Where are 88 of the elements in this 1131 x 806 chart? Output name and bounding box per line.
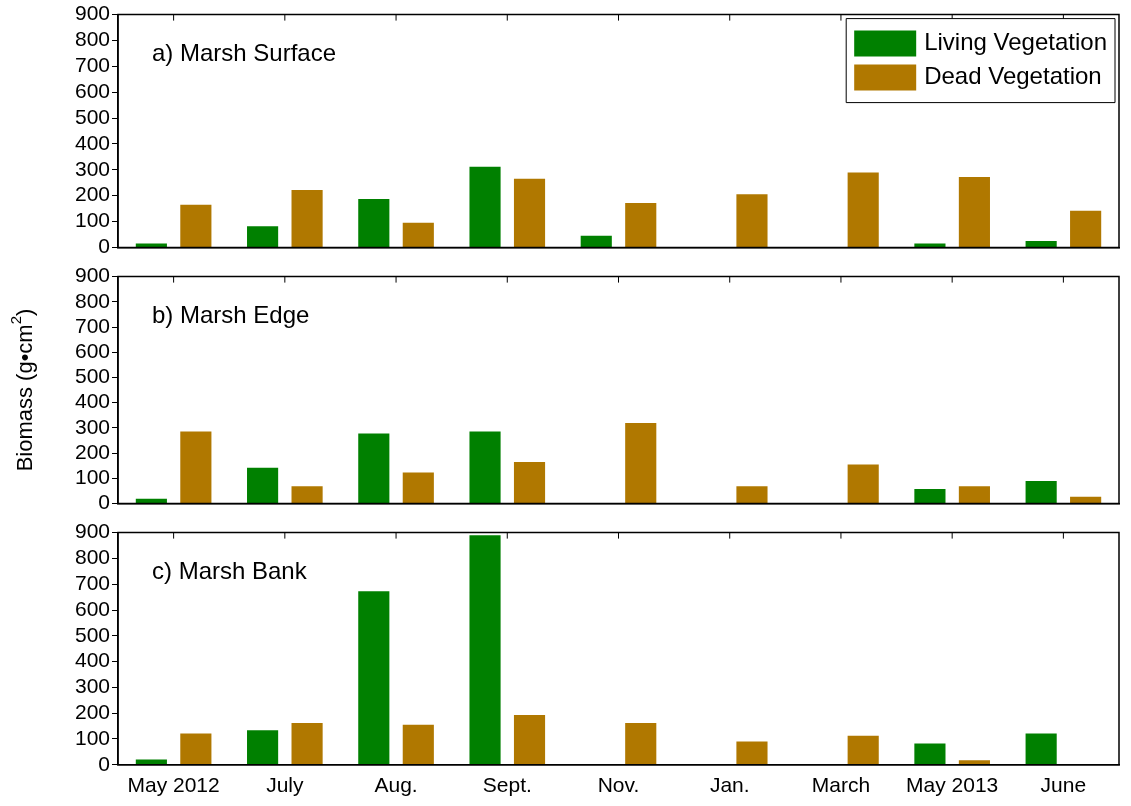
bar — [580, 235, 612, 247]
x-tick-label: Jan. — [709, 773, 750, 797]
bar — [402, 222, 434, 247]
bar — [358, 591, 390, 765]
bar — [736, 194, 768, 247]
bar — [247, 467, 279, 503]
y-tick-label: 600 — [74, 79, 110, 102]
bar — [358, 199, 390, 247]
y-tick-label: 300 — [74, 414, 110, 438]
y-tick-label: 500 — [74, 104, 110, 128]
text: a) Marsh Surface — [152, 39, 337, 67]
bar — [958, 760, 990, 765]
bar — [513, 462, 546, 503]
bar — [736, 486, 768, 503]
bar — [247, 730, 279, 765]
x-tick-label: June — [1040, 773, 1087, 797]
y-tick-label: 800 — [74, 288, 110, 312]
y-tick-label: 100 — [74, 208, 110, 232]
bar — [291, 189, 323, 247]
x-tick-label: May 2013 — [906, 773, 999, 797]
x-tick-label: March — [811, 773, 871, 797]
y-tick-label: 800 — [74, 27, 110, 51]
x-tick-label: Aug. — [374, 773, 418, 797]
y-tick-label: 700 — [74, 571, 110, 594]
y-tick-label: 100 — [74, 725, 110, 749]
y-tick-label: 600 — [74, 596, 110, 620]
x-tick-label: July — [266, 773, 304, 797]
y-tick-label: 100 — [74, 465, 110, 488]
y-tick-label: 900 — [74, 263, 110, 287]
y-tick-label: 900 — [74, 519, 110, 543]
y-tick-label: 600 — [74, 339, 110, 362]
bar — [513, 715, 546, 765]
y-tick-label: 800 — [74, 545, 110, 569]
bar — [135, 498, 167, 503]
y-tick-label: 0 — [98, 490, 110, 514]
y-tick-label: 400 — [74, 130, 110, 154]
bar — [469, 431, 501, 503]
y-tick-label: 500 — [74, 622, 110, 646]
bar — [1070, 496, 1102, 503]
bar — [914, 489, 946, 503]
bar — [180, 204, 212, 247]
y-tick-label: 200 — [74, 182, 110, 206]
text: c) Marsh Bank — [152, 557, 308, 585]
bar — [958, 177, 990, 247]
bar — [358, 433, 390, 503]
bar — [958, 486, 990, 503]
bar — [291, 486, 323, 503]
y-tick-label: 300 — [74, 156, 110, 180]
bar — [291, 723, 323, 765]
bar — [847, 172, 879, 247]
bar — [1025, 240, 1057, 247]
bar — [914, 743, 946, 765]
bar — [736, 741, 768, 765]
y-tick-label: 300 — [74, 674, 110, 698]
y-tick-label: 400 — [74, 648, 110, 672]
bar — [1070, 210, 1102, 247]
y-tick-label: 700 — [74, 53, 110, 77]
bar — [625, 202, 657, 247]
bar — [1025, 480, 1057, 503]
bar — [469, 166, 501, 247]
bar — [180, 733, 212, 765]
y-tick-label: 900 — [74, 1, 110, 25]
bar — [402, 472, 434, 503]
y-tick-label: 0 — [98, 751, 110, 775]
y-tick-label: 0 — [98, 234, 110, 258]
y-tick-label: 200 — [74, 700, 110, 723]
x-tick-label: Nov. — [597, 773, 640, 797]
y-tick-label: 700 — [74, 313, 110, 337]
text: b) Marsh Edge — [152, 301, 310, 329]
bar — [180, 431, 212, 503]
legend-label: Living Vegetation — [924, 28, 1107, 56]
bar — [469, 535, 501, 765]
bar — [847, 735, 879, 765]
bar — [135, 759, 167, 765]
legend-label: Dead Vegetation — [924, 62, 1102, 90]
x-tick-label: May 2012 — [127, 773, 220, 797]
y-tick-label: 400 — [74, 389, 110, 413]
bar — [1025, 733, 1057, 765]
bar — [247, 226, 279, 247]
y-axis-title: Biomass (g•cm2) — [7, 308, 38, 472]
bar — [847, 464, 879, 503]
y-tick-label: 200 — [74, 439, 110, 463]
bar — [402, 724, 434, 765]
bar — [625, 423, 657, 503]
x-tick-label: Sept. — [482, 773, 532, 797]
y-tick-label: 500 — [74, 364, 110, 388]
bar — [625, 723, 657, 765]
bar — [513, 178, 546, 247]
